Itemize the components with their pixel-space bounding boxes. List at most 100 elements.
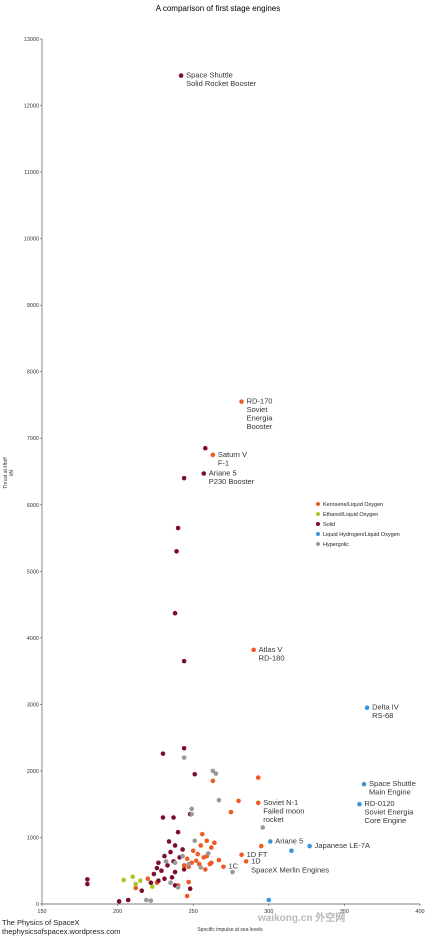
legend-swatch (316, 542, 320, 546)
legend-label: Kerosene/Liquid Oxygen (323, 502, 383, 508)
data-point (187, 886, 193, 891)
data-point (160, 751, 166, 756)
annotation-label: Space Shuttle Solid Rocket Booster (186, 71, 257, 89)
annotation-line: Space Shuttle (186, 71, 233, 80)
data-point (121, 877, 126, 883)
data-point (204, 838, 210, 844)
data-point (154, 865, 160, 871)
data-point (193, 858, 199, 864)
data-point (175, 829, 181, 835)
data-point (236, 798, 241, 804)
annotation-line: Soviet N-1 (263, 798, 298, 807)
annotation-label: Japanese LE-7A (315, 841, 370, 850)
data-point (168, 880, 173, 886)
data-points (85, 73, 370, 904)
data-point (181, 658, 187, 664)
annotation-line: RS-68 (372, 711, 393, 720)
data-point (190, 848, 196, 854)
data-point (186, 861, 191, 867)
legend-label: Liquid Hydrogen/Liquid Oxygen (323, 532, 400, 538)
data-point (364, 705, 370, 711)
data-point (148, 880, 154, 886)
annotation-label: Ariane 5 P230 Booster (209, 468, 255, 486)
data-point (168, 849, 173, 855)
y-tick-label: 9000 (27, 303, 39, 309)
annotation-line: Main Engine (369, 788, 411, 797)
data-point (172, 610, 178, 616)
annotation-label: SpaceX Merlin Engines (251, 866, 329, 875)
data-point (133, 885, 139, 891)
annotation-label: 1D (251, 856, 261, 865)
data-point (239, 399, 244, 404)
annotation-line: Core Engine (365, 816, 407, 825)
data-point (202, 867, 208, 872)
credit-url: thephysicsofspacex.wordpress.com (2, 927, 121, 936)
axes: 0 1000 2000 3000 4000 5000 6000 7000 8000 9000 100… (24, 37, 425, 915)
annotation-line: Soviet (247, 405, 269, 414)
data-point (209, 845, 214, 850)
annotation-line: Ariane 5 (209, 468, 237, 477)
annotation-line: Booster (247, 422, 273, 431)
annotation-label: Saturn V F-1 (218, 450, 247, 468)
data-point (209, 860, 214, 866)
data-point (162, 853, 167, 859)
data-point (216, 797, 222, 803)
data-point (239, 852, 244, 858)
data-point (169, 875, 175, 880)
data-point (174, 549, 179, 554)
y-tick-label: 10000 (24, 237, 39, 243)
data-point (151, 871, 157, 877)
data-point (133, 881, 139, 887)
annotation-line: P230 Booster (209, 477, 255, 486)
data-point (181, 746, 187, 751)
data-point (139, 888, 145, 893)
data-point (198, 843, 204, 848)
y-axis-label-line2: kN (9, 470, 15, 477)
data-point (255, 800, 261, 806)
annotation-label: Ariane 5 (275, 836, 303, 845)
data-point (251, 647, 256, 653)
annotation-label: Soviet N-1 Failed moon rocket (263, 798, 304, 824)
data-point (85, 881, 90, 887)
data-point (160, 815, 166, 820)
data-point (144, 897, 149, 903)
annotation-label: 1C (228, 862, 238, 871)
annotation-line: 1D (251, 856, 261, 865)
y-tick-label: 12000 (24, 104, 39, 110)
data-point (210, 452, 216, 458)
legend-swatch (316, 532, 320, 536)
data-point (228, 809, 234, 815)
data-point (125, 897, 131, 903)
data-point (255, 775, 261, 780)
data-point (268, 839, 273, 844)
x-tick-label: 400 (415, 909, 424, 915)
annotation-line: 1C (228, 862, 238, 871)
y-tick-label: 4000 (27, 636, 39, 642)
annotation-line: Failed moon (263, 806, 304, 815)
data-point (156, 878, 161, 884)
data-point (166, 839, 172, 844)
data-point (212, 840, 217, 846)
data-point (137, 878, 143, 884)
data-point (192, 838, 198, 844)
data-point (181, 475, 187, 481)
data-point (210, 778, 216, 784)
data-point (243, 859, 249, 864)
annotation-label: Atlas V RD-180 (259, 645, 285, 663)
data-point (148, 898, 154, 903)
data-point (195, 851, 201, 857)
data-point (216, 857, 222, 863)
data-point (145, 876, 151, 882)
data-point (184, 893, 190, 899)
x-axis-label: Specific impulse at sea levels (197, 927, 263, 933)
data-point (186, 879, 191, 885)
data-point (266, 897, 272, 903)
data-point (206, 851, 211, 856)
annotation-line: RD-0120 (365, 799, 395, 808)
legend-swatch (316, 512, 320, 516)
data-point (181, 755, 187, 760)
annotation-label: Space Shuttle Main Engine (369, 779, 416, 797)
data-point (192, 771, 198, 777)
